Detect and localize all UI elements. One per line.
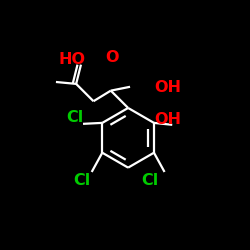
Text: Cl: Cl bbox=[142, 173, 159, 188]
Text: OH: OH bbox=[154, 80, 181, 95]
Text: O: O bbox=[105, 50, 118, 66]
Text: HO: HO bbox=[59, 52, 86, 67]
Text: Cl: Cl bbox=[73, 173, 90, 188]
Text: Cl: Cl bbox=[66, 110, 84, 125]
Text: OH: OH bbox=[154, 112, 181, 127]
